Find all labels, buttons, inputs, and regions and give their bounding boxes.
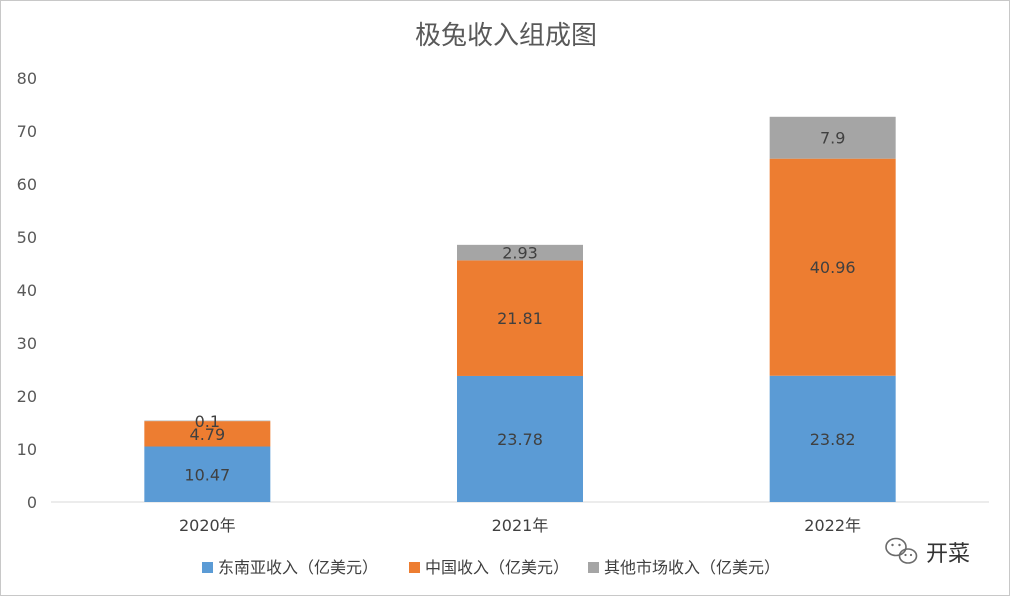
data-label: 10.47 (184, 465, 230, 484)
data-label: 0.1 (195, 412, 220, 431)
y-tick-label: 60 (17, 175, 37, 194)
legend-label: 其他市场收入（亿美元） (604, 558, 780, 577)
bar-segment (769, 116, 896, 159)
bar-segment (457, 375, 583, 502)
data-label: 7.9 (820, 129, 845, 148)
y-tick-label: 10 (17, 440, 37, 459)
legend-swatch (588, 562, 599, 573)
bar-segment (144, 421, 271, 447)
bar-segment (457, 244, 583, 261)
bars-group: 10.47 4.790.1 23.78 21.81 2.93 23.82 40.96 7.9 (144, 116, 896, 502)
y-tick-label: 70 (17, 122, 37, 141)
x-category-label: 2020年 (179, 516, 236, 535)
x-category-label: 2022年 (804, 516, 861, 535)
data-label: 2.93 (502, 244, 538, 263)
legend-label: 东南亚收入（亿美元） (218, 558, 378, 577)
y-tick-label: 50 (17, 228, 37, 247)
bar-segment (457, 260, 583, 376)
y-tick-label: 20 (17, 387, 37, 406)
x-category-label: 2021年 (492, 516, 549, 535)
chart-title: 极兔收入组成图 (415, 21, 597, 51)
bar-segment (769, 375, 896, 502)
y-tick-label: 30 (17, 334, 37, 353)
bar-segment (144, 420, 271, 422)
legend-label: 中国收入（亿美元） (425, 558, 569, 577)
watermark: 开菜 (885, 537, 970, 567)
legend-swatch (202, 562, 213, 573)
y-tick-label: 0 (27, 493, 37, 512)
y-axis: 0 10 20 30 40 50 60 70 80 (17, 69, 37, 512)
y-tick-label: 80 (17, 69, 37, 88)
data-label: 23.78 (497, 430, 543, 449)
x-axis: 2020年 2021年 2022年 (179, 516, 861, 535)
bar-segment (144, 446, 271, 502)
y-tick-label: 40 (17, 281, 37, 300)
bar-segment (769, 158, 896, 376)
data-label: 4.79 (190, 425, 226, 444)
data-label: 23.82 (810, 430, 856, 449)
watermark-text: 开菜 (926, 542, 970, 567)
legend: 东南亚收入（亿美元） 中国收入（亿美元） 其他市场收入（亿美元） (202, 558, 780, 577)
wechat-icon (885, 537, 918, 564)
data-label: 40.96 (810, 258, 856, 277)
data-label: 21.81 (497, 309, 543, 328)
legend-swatch (409, 562, 420, 573)
